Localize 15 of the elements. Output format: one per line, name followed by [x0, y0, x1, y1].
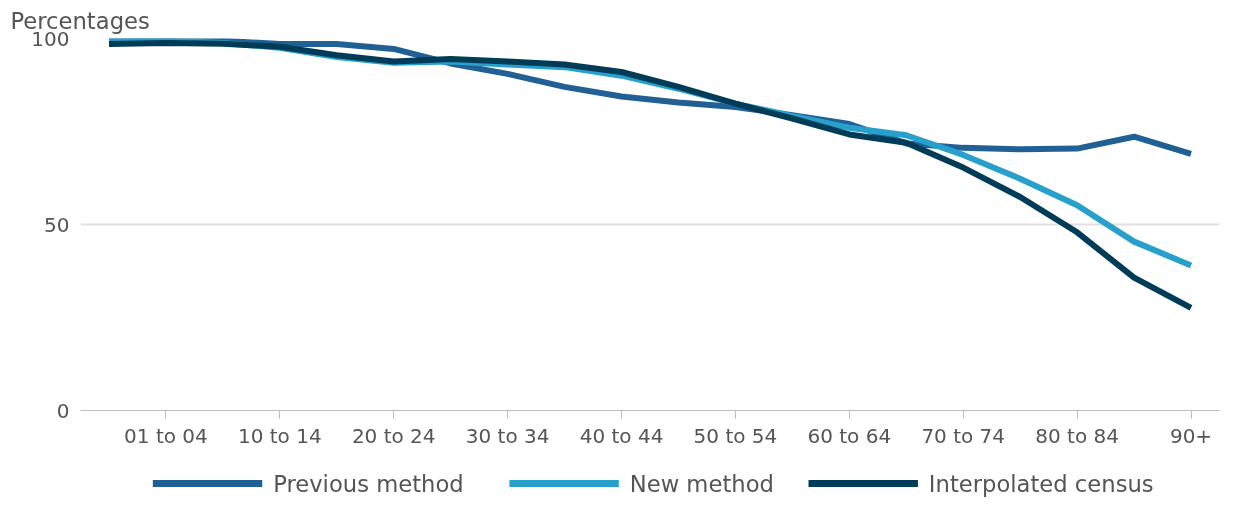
x-tick-label: 70 to 74	[921, 423, 1006, 448]
y-tick-label: 50	[44, 212, 70, 237]
legend-label: Interpolated census	[928, 470, 1154, 497]
legend-label: Previous method	[273, 470, 464, 497]
legend-label: New method	[629, 470, 774, 497]
x-tick-label: 20 to 24	[351, 423, 436, 448]
x-tick-label: 10 to 14	[237, 423, 322, 448]
y-tick-label: 0	[56, 398, 70, 423]
x-tick-label: 40 to 44	[579, 423, 664, 448]
x-tick-label: 80 to 84	[1035, 423, 1119, 448]
x-tick-label: 90+	[1169, 423, 1213, 448]
x-tick-label: 50 to 54	[693, 423, 778, 448]
x-tick-label: 01 to 04	[124, 423, 208, 448]
x-tick-label: 60 to 64	[807, 423, 892, 448]
x-tick-label: 30 to 34	[465, 423, 550, 448]
